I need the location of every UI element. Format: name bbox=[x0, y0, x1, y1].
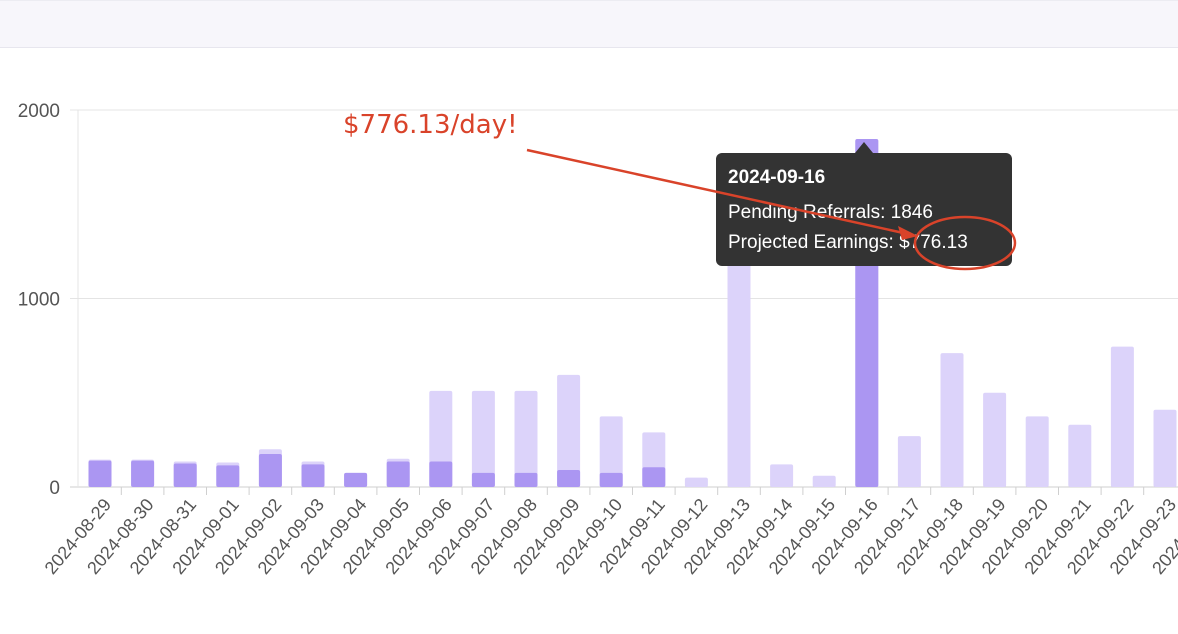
bar-secondary[interactable] bbox=[557, 470, 581, 487]
tooltip-title: 2024-09-16 bbox=[728, 167, 825, 188]
bar-pending[interactable] bbox=[1068, 424, 1092, 487]
bar-secondary[interactable] bbox=[514, 472, 538, 487]
annotation-arrow-line bbox=[526, 148, 909, 236]
bar-secondary[interactable] bbox=[88, 460, 112, 487]
bar-secondary[interactable] bbox=[429, 461, 453, 487]
bar-secondary[interactable] bbox=[258, 454, 282, 487]
bar-secondary[interactable] bbox=[386, 461, 410, 487]
y-tick-label: 0 bbox=[49, 478, 60, 499]
bar-pending[interactable] bbox=[770, 464, 794, 487]
bar-secondary[interactable] bbox=[642, 467, 666, 487]
annotation: $776.13/day! bbox=[343, 110, 1017, 271]
bar-pending[interactable] bbox=[1153, 409, 1177, 487]
bar-pending[interactable] bbox=[514, 390, 538, 487]
bar-pending[interactable] bbox=[1025, 416, 1049, 487]
bar-pending[interactable] bbox=[812, 475, 836, 487]
bar-pending[interactable] bbox=[983, 392, 1007, 487]
bar-secondary[interactable] bbox=[599, 472, 623, 487]
tooltip-box bbox=[716, 153, 1012, 266]
y-tick-label: 1000 bbox=[18, 290, 60, 311]
bar-secondary[interactable] bbox=[216, 465, 240, 487]
tooltip-caret bbox=[855, 142, 873, 153]
bar-secondary[interactable] bbox=[471, 472, 495, 487]
bars[interactable] bbox=[88, 139, 1177, 488]
y-axis-tick-labels: 0 1000 2000 bbox=[18, 101, 60, 499]
chart-tooltip: 2024-09-16 Pending Referrals: 1846 Proje… bbox=[716, 142, 1012, 266]
bar-pending[interactable] bbox=[599, 416, 623, 487]
annotation-text: $776.13/day! bbox=[343, 110, 518, 140]
bar-secondary[interactable] bbox=[344, 472, 368, 487]
bar-secondary[interactable] bbox=[173, 463, 197, 487]
annotation-arrow-head bbox=[898, 226, 918, 240]
annotation-circle bbox=[913, 215, 1017, 271]
x-axis-tick-labels: 2024-08-292024-08-302024-08-312024-09-01… bbox=[41, 495, 1178, 578]
tooltip-projected-earnings: Projected Earnings: $776.13 bbox=[728, 232, 968, 253]
x-axis-ticks bbox=[120, 487, 1145, 495]
y-tick-label: 2000 bbox=[18, 101, 60, 122]
top-toolbar-band bbox=[0, 0, 1178, 48]
bar-pending[interactable] bbox=[557, 374, 581, 487]
bar-pending[interactable] bbox=[940, 353, 964, 487]
bar-secondary[interactable] bbox=[301, 464, 325, 487]
bar-pending[interactable] bbox=[727, 243, 751, 487]
tooltip-pending-referrals: Pending Referrals: 1846 bbox=[728, 202, 933, 223]
bar-pending[interactable] bbox=[897, 436, 921, 487]
bar-pending[interactable] bbox=[471, 390, 495, 487]
bar-secondary[interactable] bbox=[131, 460, 155, 487]
bar-pending[interactable] bbox=[1110, 346, 1134, 487]
bar-pending[interactable] bbox=[684, 477, 708, 487]
